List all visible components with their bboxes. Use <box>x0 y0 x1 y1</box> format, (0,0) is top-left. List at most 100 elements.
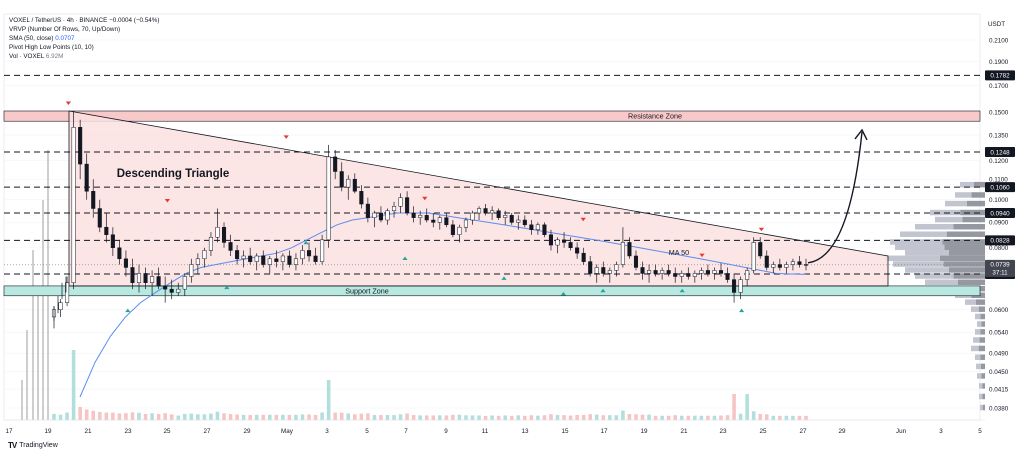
volume-bar <box>176 415 181 420</box>
candle-down <box>431 219 436 223</box>
volume-bar <box>640 414 645 420</box>
volume-bar <box>104 412 109 420</box>
candle-down <box>758 242 763 257</box>
profile-bar <box>971 306 979 312</box>
tradingview-brand[interactable]: TV TradingView <box>8 441 58 450</box>
candlesticks <box>51 111 809 329</box>
pivot-high-marker <box>164 199 170 203</box>
price-tick-label: 0.0800 <box>989 245 1009 252</box>
legend-sma[interactable]: SMA (50, close) 0.0707 <box>9 34 75 42</box>
candle-down <box>568 242 573 248</box>
candle-down <box>333 156 338 172</box>
volume-bar <box>326 380 331 420</box>
annotations: Descending Triangle MA 50 <box>117 128 868 264</box>
price-level-label: 0.1782 <box>990 73 1010 80</box>
volume-bar <box>366 413 370 420</box>
legend-vrvp[interactable]: VRVP (Number Of Rows, 70, Up/Down) <box>9 25 121 33</box>
profile-bar <box>973 337 980 343</box>
candle-up <box>176 288 181 293</box>
pivot-high-marker <box>699 253 705 258</box>
volume-bar <box>91 410 96 420</box>
candle-up <box>470 212 475 221</box>
time-axis[interactable]: 17 19 21 23 25 27 29 May 3 5 7 9 11 13 15 17 19 21 23 25 27 2… <box>4 419 985 435</box>
volume-bar <box>372 414 377 420</box>
profile-bar <box>925 279 958 285</box>
candle-up <box>215 226 220 238</box>
ma50-label: MA 50 <box>669 248 689 257</box>
profile-bar <box>981 321 985 327</box>
volume-bar <box>254 414 259 420</box>
volume-bar <box>483 415 488 420</box>
candle-down <box>287 255 292 265</box>
volume-bar <box>307 414 311 420</box>
profile-bar <box>973 181 985 188</box>
candle-up <box>614 264 619 271</box>
volume-bar <box>679 415 684 420</box>
candle-down <box>633 255 639 268</box>
candle-down <box>542 224 547 235</box>
time-tick-label: 5 <box>978 428 982 435</box>
candle-down <box>640 267 645 274</box>
candle-down <box>444 217 449 226</box>
candle-down <box>411 212 416 218</box>
volume-bar <box>300 414 305 420</box>
pivot-markers <box>65 101 764 313</box>
current-price-tag <box>985 259 1015 277</box>
volume-bar <box>156 413 161 420</box>
profile-bar <box>976 299 985 305</box>
time-tick-label: 27 <box>203 428 211 435</box>
candle-up <box>751 242 756 271</box>
zone-label: Support Zone <box>345 286 389 295</box>
volume-bar <box>719 415 723 420</box>
volume-bar <box>163 413 167 420</box>
volume-bar <box>797 415 802 420</box>
profile-bar <box>975 354 981 360</box>
volume-bar <box>320 412 324 420</box>
volume-bar <box>52 413 56 420</box>
volume-bar <box>594 414 599 420</box>
time-tick-label: 29 <box>243 428 251 435</box>
candle-up <box>457 226 462 235</box>
price-tick-label: 0.2100 <box>989 37 1009 44</box>
countdown-label: 37:11 <box>992 269 1008 276</box>
candle-down <box>352 178 357 192</box>
profile-bar <box>885 255 940 262</box>
volume-bar <box>653 415 658 420</box>
time-tick-label: 23 <box>124 428 132 435</box>
price-tick-label: 0.0450 <box>989 369 1009 376</box>
candle-down <box>575 247 580 254</box>
legend-volume[interactable]: Vol · VOXEL 6.92M <box>9 52 64 60</box>
legend-sma-value: 0.0707 <box>55 34 75 42</box>
volume-bar <box>536 415 540 420</box>
profile-bar <box>895 244 945 251</box>
legend-pivot[interactable]: Pivot High Low Points (10, 10) <box>9 43 94 51</box>
triangle-title: Descending Triangle <box>117 168 229 180</box>
volume-bar <box>215 411 220 420</box>
candle-down <box>130 267 135 283</box>
volume-bar <box>150 413 154 420</box>
volume-bar <box>712 415 717 420</box>
candle-down <box>496 210 501 218</box>
profile-bar <box>905 267 949 273</box>
volume-bar <box>804 415 808 420</box>
profile-bar <box>980 313 985 320</box>
price-level-label: 0.1060 <box>990 185 1010 192</box>
candle-up <box>784 264 789 268</box>
legend-symbol[interactable]: VOXEL / TetherUS · 4h · BINANCE −0.0004 … <box>9 17 160 24</box>
tradingview-logo-icon: TV <box>8 441 17 450</box>
profile-bar <box>982 383 985 389</box>
price-tick-label: 0.0490 <box>989 351 1009 358</box>
profile-bar <box>953 224 985 230</box>
time-tick-label: 21 <box>680 428 688 435</box>
candle-up <box>320 239 325 262</box>
volume-bar <box>438 415 442 420</box>
profile-bar <box>980 329 985 335</box>
candle-up <box>58 302 63 310</box>
candle-up <box>208 236 213 251</box>
profile-bar <box>975 313 981 320</box>
pivot-high-marker <box>283 135 289 139</box>
price-axis[interactable]: USDT 0.2100 0.1900 0.1700 0.1500 0.1350 0.1200… <box>985 21 1015 412</box>
volume-bar <box>281 414 285 420</box>
time-tick-label: 19 <box>44 428 52 435</box>
